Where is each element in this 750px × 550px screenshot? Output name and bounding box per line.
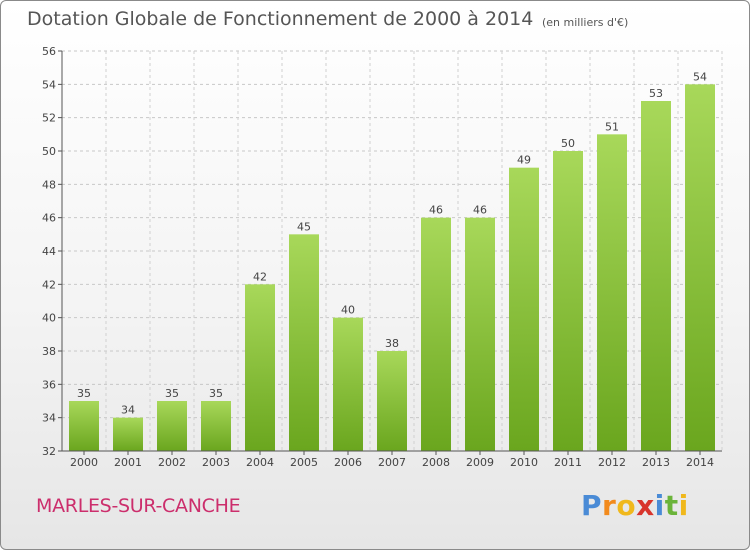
bar-value-label: 50 [561,137,575,150]
x-tick-label: 2013 [642,456,670,469]
bar [289,234,319,451]
bar [113,417,143,451]
bar-value-label: 42 [253,270,267,283]
proxiti-logo: Proxiti [581,489,689,522]
x-tick-label: 2005 [290,456,318,469]
commune-name: MARLES-SUR-CANCHE [36,495,241,517]
bar [509,167,539,451]
x-tick-label: 2014 [686,456,714,469]
bar-value-label: 49 [517,154,531,167]
x-tick-label: 2009 [466,456,494,469]
bar-value-label: 38 [385,337,399,350]
y-tick-label: 52 [42,112,56,125]
logo-letter: P [581,489,603,522]
y-tick-label: 42 [42,278,56,291]
bar-value-label: 46 [473,204,487,217]
bar [553,151,583,451]
logo-letter: i [678,489,689,522]
bar-value-label: 46 [429,204,443,217]
bar [157,401,187,451]
bar-value-label: 34 [121,404,135,417]
y-tick-label: 44 [42,245,56,258]
x-tick-label: 2012 [598,456,626,469]
y-tick-label: 32 [42,445,56,458]
y-tick-label: 34 [42,412,56,425]
bar [69,401,99,451]
y-tick-label: 40 [42,312,56,325]
bar-value-label: 35 [77,387,91,400]
bar [245,284,275,451]
y-tick-label: 36 [42,378,56,391]
bar-value-label: 51 [605,120,619,133]
bar-value-label: 35 [165,387,179,400]
bar-value-label: 40 [341,304,355,317]
x-tick-label: 2004 [246,456,274,469]
logo-letter: r [602,489,617,522]
y-tick-label: 46 [42,212,56,225]
bar-value-label: 53 [649,87,663,100]
logo-letter: x [636,489,655,522]
y-tick-label: 50 [42,145,56,158]
x-tick-label: 2003 [202,456,230,469]
bar [465,217,495,451]
chart-title: Dotation Globale de Fonctionnement de 20… [27,8,534,30]
y-tick-label: 56 [42,45,56,58]
x-tick-label: 2010 [510,456,538,469]
bar [201,401,231,451]
y-tick-label: 54 [42,78,56,91]
bar [377,351,407,451]
bar [333,317,363,451]
bar [641,101,671,451]
logo-letter: t [664,489,679,522]
bar-value-label: 35 [209,387,223,400]
chart-subtitle: (en milliers d'€) [542,16,629,29]
bar [685,84,715,451]
x-tick-label: 2006 [334,456,362,469]
x-tick-label: 2002 [158,456,186,469]
logo-letter: i [654,489,665,522]
y-tick-label: 38 [42,345,56,358]
x-tick-label: 2011 [554,456,582,469]
bar [421,217,451,451]
x-tick-label: 2000 [70,456,98,469]
y-tick-label: 48 [42,178,56,191]
bar-value-label: 54 [693,70,707,83]
bar-value-label: 45 [297,220,311,233]
x-tick-label: 2007 [378,456,406,469]
logo-letter: o [616,489,637,522]
bar [597,134,627,452]
x-tick-label: 2001 [114,456,142,469]
x-tick-label: 2008 [422,456,450,469]
